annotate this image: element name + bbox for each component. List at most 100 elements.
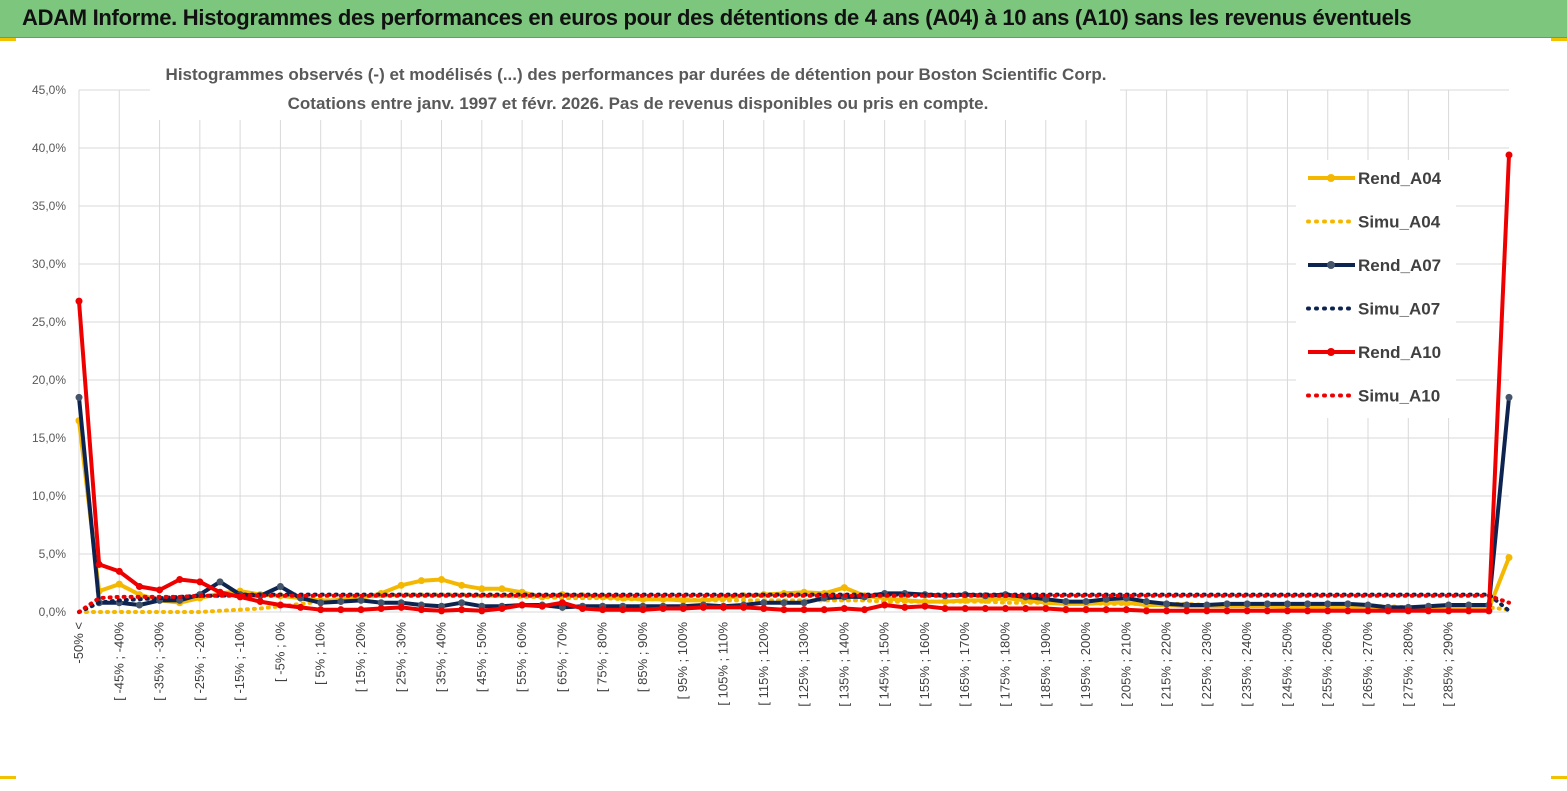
chart-legend: Rend_A04 Simu_A04 Rend_A07 Simu_A07 Rend_A10… (1296, 160, 1456, 418)
data-point (196, 578, 204, 586)
data-point (1183, 601, 1191, 609)
x-tick-label: [ 265% ; 270% (1360, 622, 1375, 707)
data-point (1324, 600, 1332, 608)
data-point (1223, 600, 1231, 608)
corner-marker-bottom-left (0, 776, 16, 779)
data-point (1344, 607, 1352, 615)
data-point (1505, 553, 1513, 561)
legend-label: Rend_A10 (1358, 343, 1441, 362)
data-point (1424, 607, 1432, 615)
data-point (1283, 600, 1291, 608)
y-tick-label: 40,0% (32, 141, 66, 155)
legend-label: Simu_A10 (1358, 387, 1440, 406)
x-tick-label: [ 225% ; 230% (1199, 622, 1214, 707)
data-point (1243, 607, 1251, 615)
data-point (639, 606, 647, 614)
data-point (176, 576, 184, 584)
data-point (840, 605, 848, 613)
data-point (1001, 605, 1009, 613)
data-point (216, 578, 224, 586)
y-tick-label: 45,0% (32, 83, 66, 97)
chart-subtitle: Cotations entre janv. 1997 et févr. 2026… (288, 94, 989, 113)
x-tick-label: [ 5% ; 10% (313, 622, 328, 685)
data-point (75, 393, 83, 401)
corner-marker-top-right (1551, 38, 1567, 41)
data-point (1465, 601, 1473, 609)
data-point (1283, 607, 1291, 615)
data-point (75, 297, 83, 305)
x-tick-label: [ 175% ; 180% (997, 622, 1012, 707)
data-point (1022, 605, 1030, 613)
data-point (538, 602, 546, 610)
x-tick-label: [ 75% ; 80% (595, 622, 610, 693)
x-tick-label: [ 245% ; 250% (1279, 622, 1294, 707)
x-tick-label: [ -5% ; 0% (272, 622, 287, 682)
corner-marker-bottom-right (1551, 776, 1567, 779)
series-rend-a07 (75, 393, 1513, 611)
data-point (357, 596, 365, 604)
legend-marker (1327, 348, 1335, 356)
legend-item: Rend_A04 (1308, 169, 1442, 188)
data-point (840, 584, 848, 592)
data-point (740, 603, 748, 611)
data-point (1163, 607, 1171, 615)
data-point (1384, 607, 1392, 615)
data-point (1223, 607, 1231, 615)
data-point (1364, 607, 1372, 615)
legend-item: Simu_A07 (1306, 300, 1440, 319)
x-tick-label: [ 135% ; 140% (836, 622, 851, 707)
series-simu-a07 (77, 592, 1511, 614)
data-point (417, 577, 425, 585)
data-point (599, 606, 607, 614)
data-point (881, 601, 889, 609)
x-tick-label: -50% < (71, 622, 86, 664)
data-point (458, 606, 466, 614)
data-point (1082, 606, 1090, 614)
data-point (156, 586, 164, 594)
chart-gridlines (78, 89, 1509, 613)
data-point (1082, 598, 1090, 606)
x-tick-label: [ 215% ; 220% (1159, 622, 1174, 707)
data-point (1465, 607, 1473, 615)
legend-label: Rend_A07 (1358, 256, 1441, 275)
data-point (297, 603, 305, 611)
data-point (921, 602, 929, 610)
data-point (901, 603, 909, 611)
data-point (95, 560, 103, 568)
data-point (1304, 600, 1312, 608)
data-point (760, 599, 768, 607)
data-point (438, 576, 446, 584)
data-point (256, 598, 264, 606)
y-tick-label: 5,0% (39, 547, 67, 561)
x-tick-label: [ 115% ; 120% (756, 622, 771, 706)
x-tick-label: [ 35% ; 40% (434, 622, 449, 693)
data-point (438, 607, 446, 615)
data-point (498, 585, 506, 593)
data-point (317, 599, 325, 607)
data-point (558, 599, 566, 607)
data-point (276, 601, 284, 609)
data-point (659, 595, 667, 603)
x-tick-label: [ 125% ; 130% (796, 622, 811, 707)
data-point (357, 606, 365, 614)
y-axis-ticks: 0,0% 5,0% 10,0% 15,0% 20,0% 25,0% 30,0% 35,0% 40… (32, 83, 66, 619)
legend-label: Simu_A07 (1358, 300, 1440, 319)
legend-item: Simu_A10 (1306, 387, 1440, 406)
data-point (417, 606, 425, 614)
x-tick-label: [ 105% ; 110% (716, 622, 731, 706)
data-point (1263, 600, 1271, 608)
data-point (377, 599, 385, 607)
legend-marker (1327, 174, 1335, 182)
data-point (1203, 607, 1211, 615)
x-tick-label: [ -25% ; -20% (192, 622, 207, 701)
data-point (1304, 607, 1312, 615)
x-tick-label: [ 25% ; 30% (393, 622, 408, 693)
y-tick-label: 10,0% (32, 489, 66, 503)
y-tick-label: 25,0% (32, 315, 66, 329)
y-tick-label: 15,0% (32, 431, 66, 445)
data-point (1263, 607, 1271, 615)
x-tick-label: [ 195% ; 200% (1078, 622, 1093, 707)
legend-label: Simu_A04 (1358, 213, 1441, 232)
data-point (1062, 598, 1070, 606)
